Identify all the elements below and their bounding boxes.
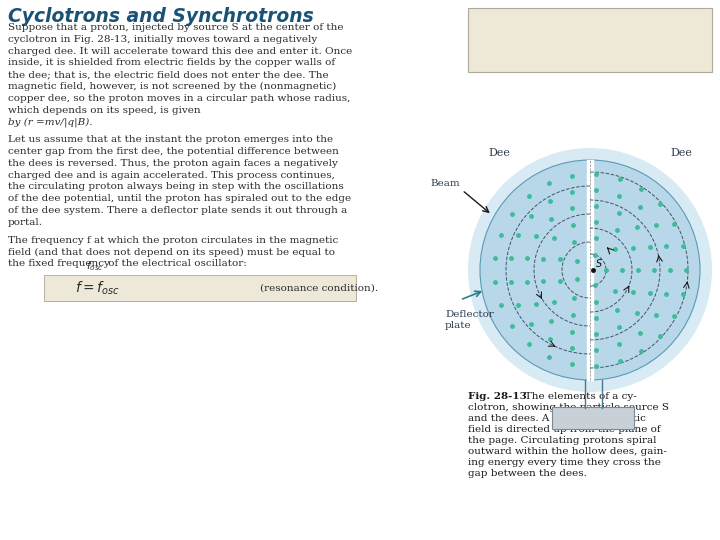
Wedge shape [590,160,700,380]
Text: Dee: Dee [670,148,692,158]
Text: outward within the hollow dees, gain-: outward within the hollow dees, gain- [468,447,667,456]
Text: $S$: $S$ [595,257,603,269]
Text: portal.: portal. [8,218,43,227]
Text: Beam: Beam [431,179,460,188]
Text: the dees is reversed. Thus, the proton again faces a negatively: the dees is reversed. Thus, the proton a… [8,159,338,168]
Text: The elements of a cy-: The elements of a cy- [515,392,636,401]
FancyBboxPatch shape [552,407,634,429]
Text: $f = f_{osc}$: $f = f_{osc}$ [75,279,120,296]
Text: Cyclotrons and Synchrotrons: Cyclotrons and Synchrotrons [8,7,314,26]
Text: of the dee system. There a deflector plate sends it out through a: of the dee system. There a deflector pla… [8,206,347,215]
Text: field (and that does not depend on its speed) must be equal to: field (and that does not depend on its s… [8,247,335,256]
Text: Oscillator: Oscillator [567,414,618,422]
Text: field is directed up from the plane of: field is directed up from the plane of [468,425,661,434]
Text: of the electrical oscillator:: of the electrical oscillator: [104,259,246,268]
Circle shape [468,148,712,392]
Text: by (r =mv/|q|B).: by (r =mv/|q|B). [8,117,92,127]
Text: gap between the dees.: gap between the dees. [468,469,587,478]
Text: the page. Circulating protons spiral: the page. Circulating protons spiral [468,436,657,445]
Text: Suppose that a proton, injected by source S at the center of the: Suppose that a proton, injected by sourc… [8,23,343,32]
Text: Let us assume that at the instant the proton emerges into the: Let us assume that at the instant the pr… [8,135,333,144]
Text: in a cyclotron, picking up: in a cyclotron, picking up [478,29,625,39]
Text: which depends on its speed, is given: which depends on its speed, is given [8,106,201,114]
Text: charged dee. It will accelerate toward this dee and enter it. Once: charged dee. It will accelerate toward t… [8,46,352,56]
FancyBboxPatch shape [468,8,712,72]
Text: energy in the gap.: energy in the gap. [478,42,584,52]
FancyBboxPatch shape [44,275,356,301]
Text: Deflector
plate: Deflector plate [445,310,494,330]
Text: charged dee and is again accelerated. This process continues,: charged dee and is again accelerated. Th… [8,171,335,180]
Text: magnetic field, however, is not screened by the (nonmagnetic): magnetic field, however, is not screened… [8,82,336,91]
Text: Fig. 28-13: Fig. 28-13 [468,392,527,401]
Text: The frequency f at which the proton circulates in the magnetic: The frequency f at which the proton circ… [8,235,338,245]
Text: The protons spiral outward: The protons spiral outward [478,16,636,26]
Text: ing energy every time they cross the: ing energy every time they cross the [468,458,661,467]
Text: Dee: Dee [488,148,510,158]
Text: of the dee potential, until the proton has spiraled out to the edge: of the dee potential, until the proton h… [8,194,351,203]
Text: center gap from the first dee, the potential difference between: center gap from the first dee, the poten… [8,147,339,156]
Text: $f_{osc}$: $f_{osc}$ [86,259,104,273]
Text: (resonance condition).: (resonance condition). [260,284,378,293]
Text: clotron, showing the particle source S: clotron, showing the particle source S [468,403,669,412]
Text: copper dee, so the proton moves in a circular path whose radius,: copper dee, so the proton moves in a cir… [8,94,351,103]
Wedge shape [480,160,590,380]
Text: the dee; that is, the electric field does not enter the dee. The: the dee; that is, the electric field doe… [8,70,328,79]
Text: cyclotron in Fig. 28-13, initially moves toward a negatively: cyclotron in Fig. 28-13, initially moves… [8,35,318,44]
Text: and the dees. A uniform magnetic: and the dees. A uniform magnetic [468,414,646,423]
Text: the fixed frequency: the fixed frequency [8,259,113,268]
Text: inside, it is shielded from electric fields by the copper walls of: inside, it is shielded from electric fie… [8,58,335,68]
Text: the circulating proton always being in step with the oscillations: the circulating proton always being in s… [8,183,343,191]
